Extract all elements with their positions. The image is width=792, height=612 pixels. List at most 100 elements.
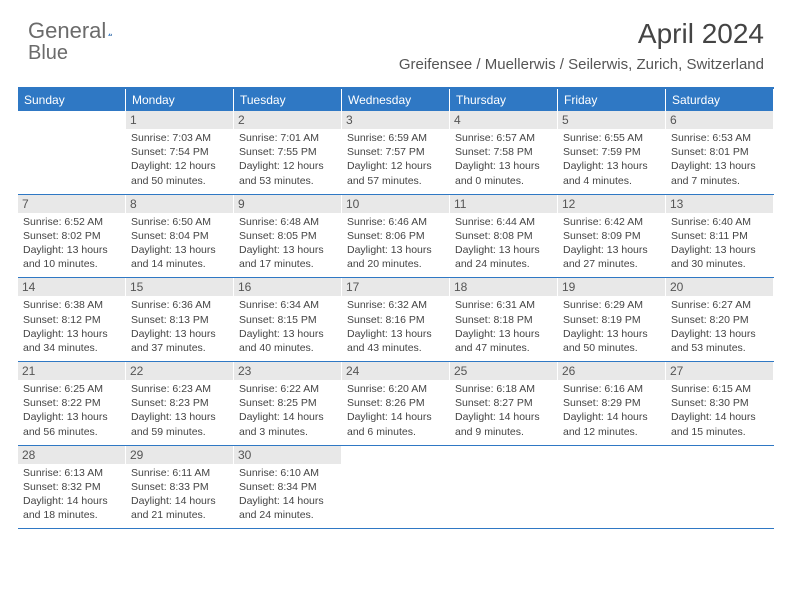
- weekday-header: Monday: [126, 89, 234, 111]
- day-number: 5: [558, 111, 665, 129]
- daylight-text-1: Daylight: 12 hours: [239, 159, 336, 173]
- daylight-text-1: Daylight: 13 hours: [131, 243, 228, 257]
- sunrise-text: Sunrise: 6:20 AM: [347, 382, 444, 396]
- calendar-cell-empty: [666, 446, 774, 529]
- daylight-text-2: and 12 minutes.: [563, 425, 660, 439]
- day-number: 15: [126, 278, 233, 296]
- calendar-cell: 16Sunrise: 6:34 AMSunset: 8:15 PMDayligh…: [234, 278, 342, 361]
- daylight-text-2: and 56 minutes.: [23, 425, 120, 439]
- calendar-cell: 8 Sunrise: 6:50 AMSunset: 8:04 PMDaylight…: [126, 195, 234, 278]
- sunset-text: Sunset: 8:06 PM: [347, 229, 444, 243]
- daylight-text-2: and 4 minutes.: [563, 174, 660, 188]
- day-number: 25: [450, 362, 557, 380]
- weekday-header: Friday: [558, 89, 666, 111]
- day-details: Sunrise: 6:16 AMSunset: 8:29 PMDaylight:…: [563, 382, 660, 439]
- day-number: 1: [126, 111, 233, 129]
- day-number: 21: [18, 362, 125, 380]
- daylight-text-2: and 24 minutes.: [239, 508, 336, 522]
- calendar-cell: 2Sunrise: 7:01 AMSunset: 7:55 PMDaylight…: [234, 111, 342, 194]
- day-details: Sunrise: 7:01 AMSunset: 7:55 PMDaylight:…: [239, 131, 336, 188]
- day-number: 13: [666, 195, 773, 213]
- sunset-text: Sunset: 8:25 PM: [239, 396, 336, 410]
- calendar-cell-empty: [342, 446, 450, 529]
- day-number: 23: [234, 362, 341, 380]
- daylight-text-2: and 21 minutes.: [131, 508, 228, 522]
- daylight-text-2: and 53 minutes.: [239, 174, 336, 188]
- calendar-grid: SundayMondayTuesdayWednesdayThursdayFrid…: [18, 87, 774, 529]
- day-details: Sunrise: 6:22 AMSunset: 8:25 PMDaylight:…: [239, 382, 336, 439]
- daylight-text-1: Daylight: 14 hours: [455, 410, 552, 424]
- day-details: Sunrise: 6:10 AMSunset: 8:34 PMDaylight:…: [239, 466, 336, 523]
- day-details: Sunrise: 7:03 AMSunset: 7:54 PMDaylight:…: [131, 131, 228, 188]
- day-details: Sunrise: 6:44 AMSunset: 8:08 PMDaylight:…: [455, 215, 552, 272]
- daylight-text-2: and 53 minutes.: [671, 341, 768, 355]
- calendar-cell: 5Sunrise: 6:55 AMSunset: 7:59 PMDaylight…: [558, 111, 666, 194]
- day-details: Sunrise: 6:20 AMSunset: 8:26 PMDaylight:…: [347, 382, 444, 439]
- calendar-week-row: 28Sunrise: 6:13 AMSunset: 8:32 PMDayligh…: [18, 446, 774, 530]
- daylight-text-1: Daylight: 13 hours: [23, 410, 120, 424]
- sunset-text: Sunset: 8:30 PM: [671, 396, 768, 410]
- sunset-text: Sunset: 7:57 PM: [347, 145, 444, 159]
- daylight-text-1: Daylight: 13 hours: [671, 327, 768, 341]
- daylight-text-1: Daylight: 14 hours: [239, 494, 336, 508]
- daylight-text-1: Daylight: 14 hours: [23, 494, 120, 508]
- sunset-text: Sunset: 8:01 PM: [671, 145, 768, 159]
- daylight-text-1: Daylight: 14 hours: [563, 410, 660, 424]
- calendar-cell: 29Sunrise: 6:11 AMSunset: 8:33 PMDayligh…: [126, 446, 234, 529]
- brand-name-1: General: [28, 18, 106, 44]
- daylight-text-2: and 14 minutes.: [131, 257, 228, 271]
- sunset-text: Sunset: 8:34 PM: [239, 480, 336, 494]
- sunset-text: Sunset: 8:08 PM: [455, 229, 552, 243]
- daylight-text-2: and 17 minutes.: [239, 257, 336, 271]
- daylight-text-2: and 30 minutes.: [671, 257, 768, 271]
- sunrise-text: Sunrise: 6:50 AM: [131, 215, 228, 229]
- sunset-text: Sunset: 8:02 PM: [23, 229, 120, 243]
- daylight-text-2: and 34 minutes.: [23, 341, 120, 355]
- daylight-text-2: and 27 minutes.: [563, 257, 660, 271]
- sunrise-text: Sunrise: 6:38 AM: [23, 298, 120, 312]
- daylight-text-2: and 15 minutes.: [671, 425, 768, 439]
- day-details: Sunrise: 6:11 AMSunset: 8:33 PMDaylight:…: [131, 466, 228, 523]
- day-details: Sunrise: 6:34 AMSunset: 8:15 PMDaylight:…: [239, 298, 336, 355]
- sunset-text: Sunset: 8:19 PM: [563, 313, 660, 327]
- day-number: 28: [18, 446, 125, 464]
- calendar-cell: 13Sunrise: 6:40 AMSunset: 8:11 PMDayligh…: [666, 195, 774, 278]
- sunrise-text: Sunrise: 6:57 AM: [455, 131, 552, 145]
- brand-name-2-wrap: Blue: [28, 42, 68, 65]
- sunrise-text: Sunrise: 6:59 AM: [347, 131, 444, 145]
- calendar-cell: 26Sunrise: 6:16 AMSunset: 8:29 PMDayligh…: [558, 362, 666, 445]
- day-details: Sunrise: 6:50 AMSunset: 8:04 PMDaylight:…: [131, 215, 228, 272]
- sunset-text: Sunset: 8:11 PM: [671, 229, 768, 243]
- daylight-text-2: and 9 minutes.: [455, 425, 552, 439]
- sunset-text: Sunset: 8:27 PM: [455, 396, 552, 410]
- day-number: 8: [126, 195, 233, 213]
- calendar-cell: 18Sunrise: 6:31 AMSunset: 8:18 PMDayligh…: [450, 278, 558, 361]
- sunrise-text: Sunrise: 6:32 AM: [347, 298, 444, 312]
- sunrise-text: Sunrise: 6:25 AM: [23, 382, 120, 396]
- calendar-cell: 4Sunrise: 6:57 AMSunset: 7:58 PMDaylight…: [450, 111, 558, 194]
- sunset-text: Sunset: 7:58 PM: [455, 145, 552, 159]
- daylight-text-1: Daylight: 13 hours: [455, 243, 552, 257]
- sunrise-text: Sunrise: 6:27 AM: [671, 298, 768, 312]
- day-number: 3: [342, 111, 449, 129]
- calendar-cell: 7Sunrise: 6:52 AMSunset: 8:02 PMDaylight…: [18, 195, 126, 278]
- day-number: 22: [126, 362, 233, 380]
- sunrise-text: Sunrise: 6:11 AM: [131, 466, 228, 480]
- calendar-week-row: 1 Sunrise: 7:03 AMSunset: 7:54 PMDaylight…: [18, 111, 774, 195]
- sunset-text: Sunset: 8:20 PM: [671, 313, 768, 327]
- calendar-cell: 23 Sunrise: 6:22 AMSunset: 8:25 PMDayligh…: [234, 362, 342, 445]
- day-details: Sunrise: 6:32 AMSunset: 8:16 PMDaylight:…: [347, 298, 444, 355]
- calendar-cell: 14Sunrise: 6:38 AMSunset: 8:12 PMDayligh…: [18, 278, 126, 361]
- calendar-cell: 15Sunrise: 6:36 AMSunset: 8:13 PMDayligh…: [126, 278, 234, 361]
- sunrise-text: Sunrise: 6:15 AM: [671, 382, 768, 396]
- day-number: 17: [342, 278, 449, 296]
- daylight-text-2: and 47 minutes.: [455, 341, 552, 355]
- daylight-text-2: and 43 minutes.: [347, 341, 444, 355]
- weekday-header-row: SundayMondayTuesdayWednesdayThursdayFrid…: [18, 89, 774, 111]
- sunrise-text: Sunrise: 6:55 AM: [563, 131, 660, 145]
- daylight-text-2: and 50 minutes.: [563, 341, 660, 355]
- day-number: 19: [558, 278, 665, 296]
- calendar-week-row: 14Sunrise: 6:38 AMSunset: 8:12 PMDayligh…: [18, 278, 774, 362]
- day-details: Sunrise: 6:57 AMSunset: 7:58 PMDaylight:…: [455, 131, 552, 188]
- daylight-text-1: Daylight: 14 hours: [671, 410, 768, 424]
